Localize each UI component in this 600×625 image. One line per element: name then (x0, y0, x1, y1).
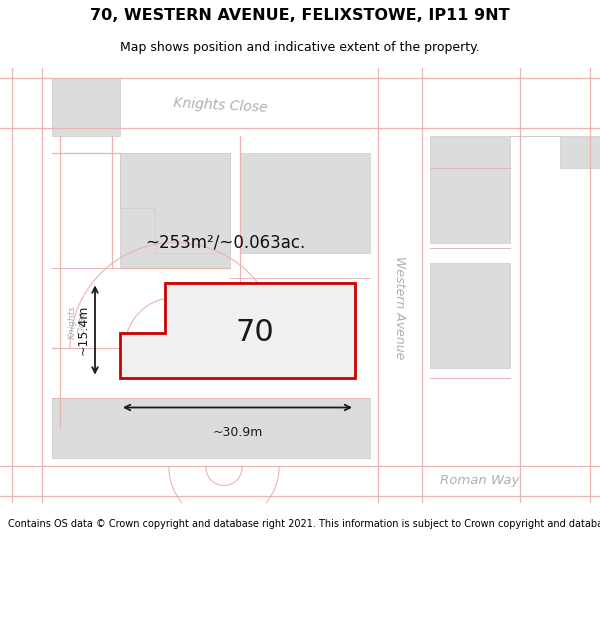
Text: ~15.4m: ~15.4m (77, 305, 90, 355)
Polygon shape (430, 262, 510, 368)
Text: Map shows position and indicative extent of the property.: Map shows position and indicative extent… (120, 41, 480, 54)
Text: ~30.9m: ~30.9m (212, 426, 263, 439)
Text: 70, WESTERN AVENUE, FELIXSTOWE, IP11 9NT: 70, WESTERN AVENUE, FELIXSTOWE, IP11 9NT (90, 8, 510, 23)
Polygon shape (120, 152, 230, 252)
Text: Roman Way: Roman Way (440, 474, 520, 487)
Polygon shape (52, 136, 120, 503)
Polygon shape (0, 68, 600, 136)
Polygon shape (52, 136, 120, 152)
Polygon shape (0, 68, 52, 503)
Polygon shape (120, 282, 355, 378)
Text: 70: 70 (236, 318, 274, 347)
Text: Western Avenue: Western Avenue (392, 256, 406, 359)
Polygon shape (430, 136, 510, 242)
Text: Contains OS data © Crown copyright and database right 2021. This information is : Contains OS data © Crown copyright and d… (8, 519, 600, 529)
Text: Knights Close: Knights Close (173, 96, 268, 115)
Polygon shape (240, 152, 370, 252)
Text: Knights
Close: Knights Close (67, 306, 87, 339)
Polygon shape (230, 136, 370, 503)
Polygon shape (52, 398, 370, 458)
Text: ~253m²/~0.063ac.: ~253m²/~0.063ac. (145, 234, 305, 251)
Polygon shape (0, 458, 600, 503)
Polygon shape (510, 136, 600, 168)
Polygon shape (370, 68, 430, 503)
Polygon shape (52, 78, 120, 136)
Polygon shape (510, 68, 600, 503)
Polygon shape (120, 152, 230, 268)
